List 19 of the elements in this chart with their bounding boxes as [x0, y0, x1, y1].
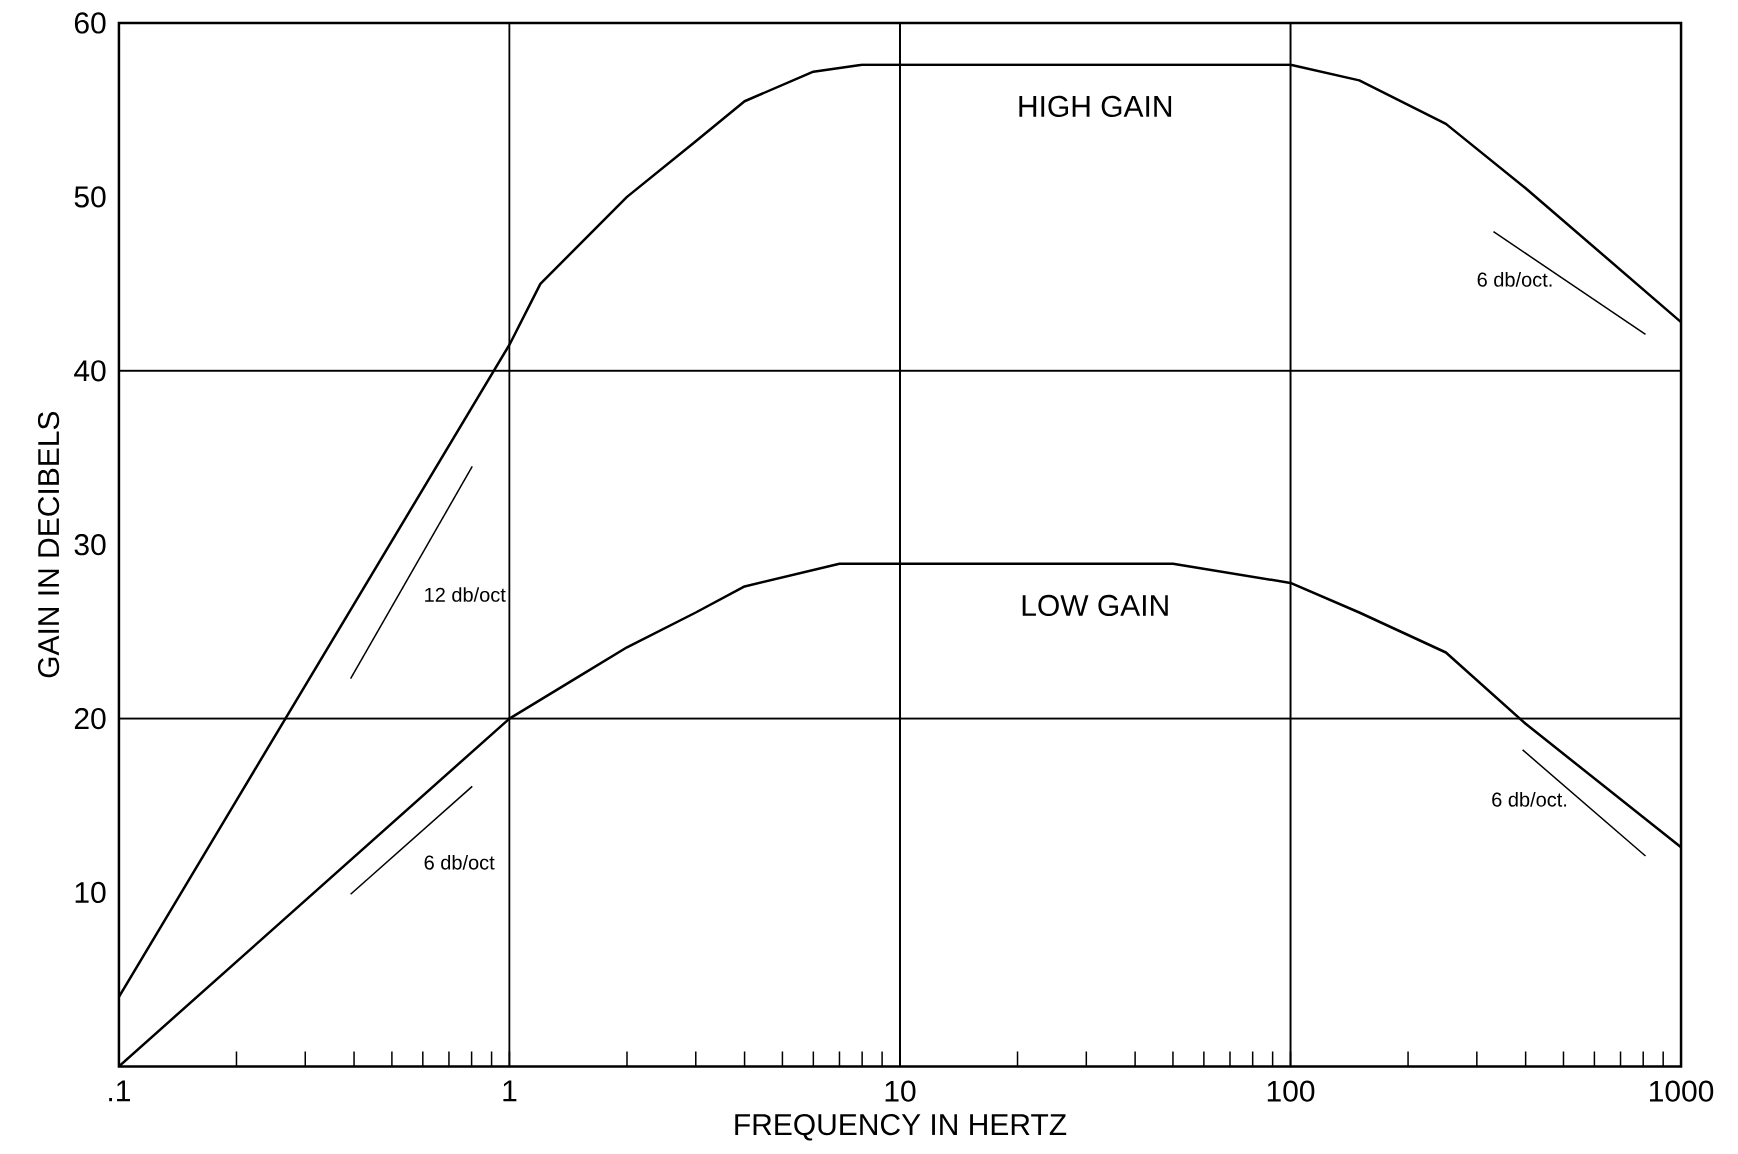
x-tick-label: 1	[503, 1080, 517, 1102]
y-tick-label: 50	[74, 186, 106, 208]
y-tick-label: 10	[75, 881, 106, 903]
y-axis-title: GAIN IN DECIBELS	[37, 411, 60, 678]
annotation: 6 db/oct.	[1477, 271, 1552, 287]
series-label: HIGH GAIN	[1019, 95, 1172, 117]
annotation: 6 db/oct.	[1492, 791, 1567, 807]
y-tick-label: 30	[74, 533, 106, 556]
annotation: 6 db/oct	[424, 854, 495, 870]
y-tick-label: 60	[74, 12, 106, 34]
series-label: LOW GAIN	[1022, 594, 1168, 616]
annotation: 12 db/oct	[425, 587, 506, 602]
x-tick-label: .1	[109, 1080, 130, 1102]
x-tick-label: 1000	[1649, 1080, 1714, 1102]
x-tick-label: 10	[885, 1080, 916, 1102]
y-tick-label: 20	[74, 707, 106, 730]
x-tick-label: 100	[1267, 1080, 1315, 1102]
x-axis-title: FREQUENCY IN HERTZ	[735, 1113, 1067, 1141]
y-tick-label: 40	[74, 360, 106, 382]
